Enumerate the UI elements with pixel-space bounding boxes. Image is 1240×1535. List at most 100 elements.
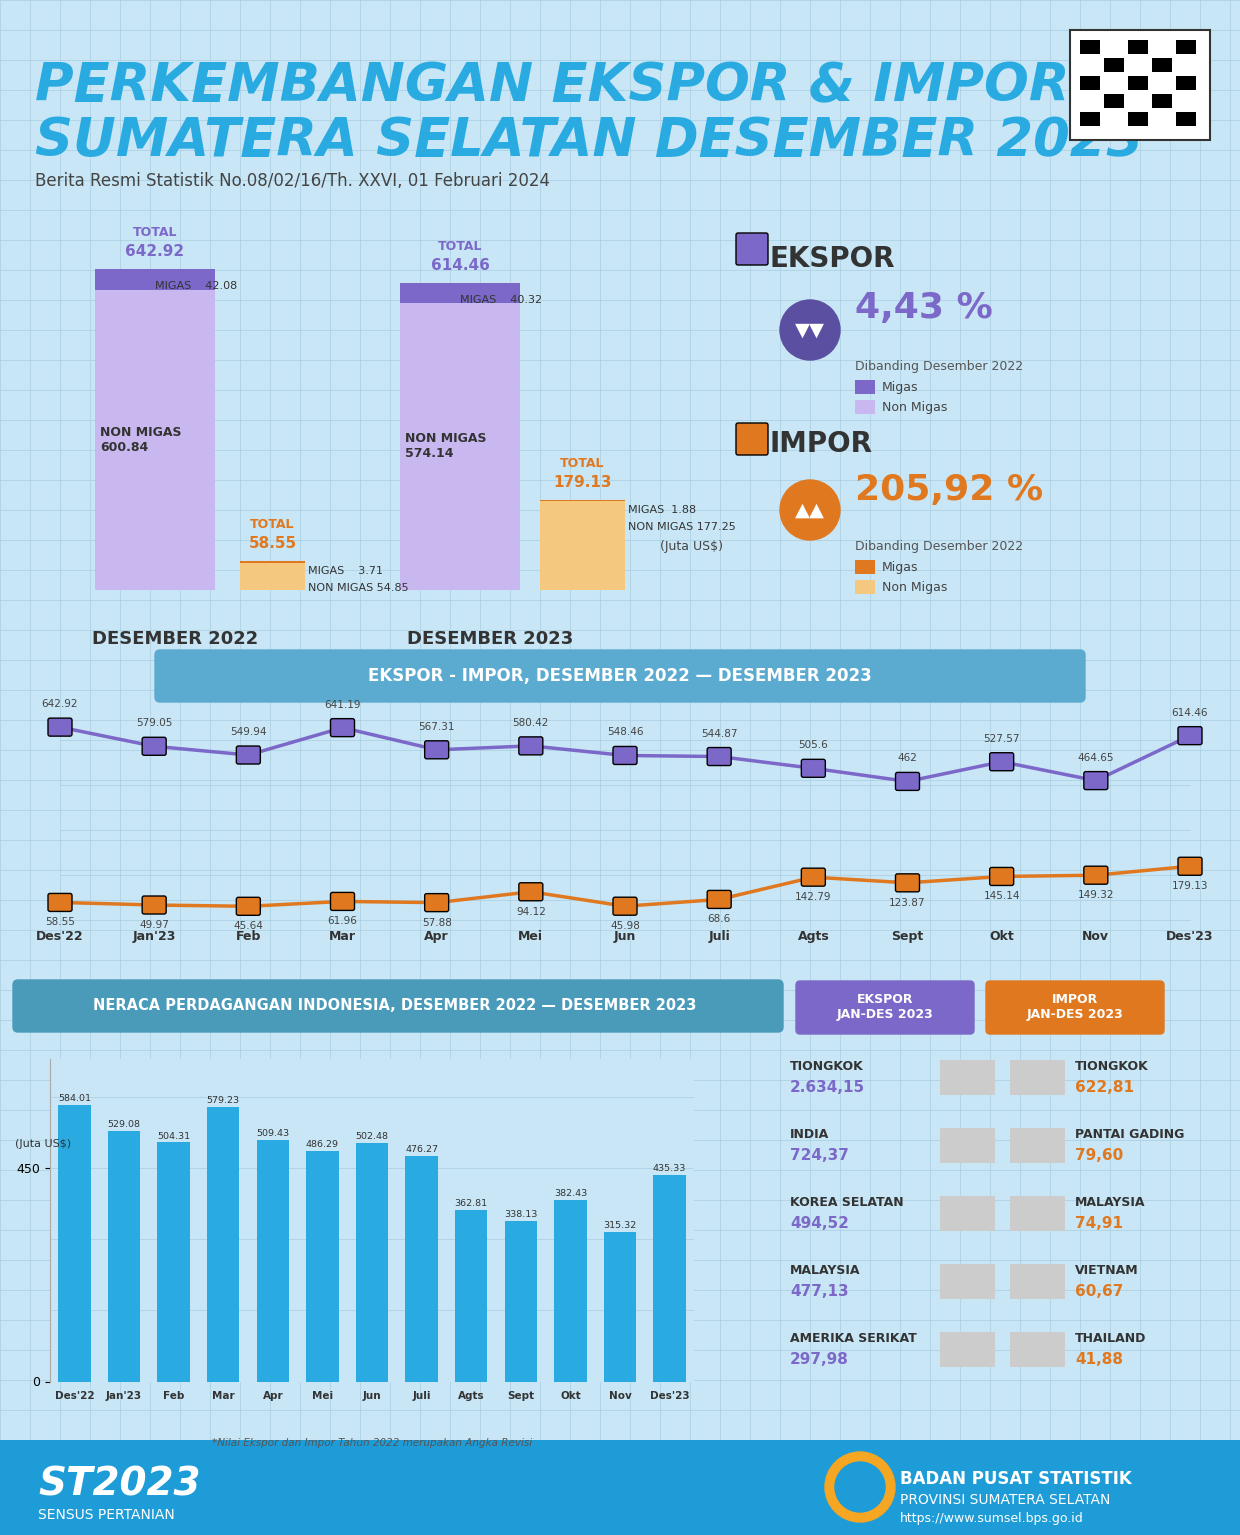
Bar (1080, 40, 1100, 54)
Bar (1011, 1061, 1065, 1094)
Text: PERKEMBANGAN EKSPOR & IMPOR: PERKEMBANGAN EKSPOR & IMPOR (35, 60, 1069, 112)
Bar (856, 381, 875, 394)
Text: PROVINSI SUMATERA SELATAN: PROVINSI SUMATERA SELATAN (900, 1494, 1110, 1507)
Bar (1104, 94, 1123, 107)
FancyBboxPatch shape (613, 746, 637, 764)
Text: 205,92 %: 205,92 % (856, 473, 1043, 507)
Text: 579.23: 579.23 (207, 1096, 239, 1105)
Text: 505.6: 505.6 (799, 740, 828, 751)
Text: 502.48: 502.48 (356, 1133, 388, 1142)
Text: Non Migas: Non Migas (882, 580, 947, 594)
Text: 149.32: 149.32 (1078, 890, 1114, 900)
FancyBboxPatch shape (143, 737, 166, 755)
Text: 58.55: 58.55 (45, 918, 74, 927)
Bar (1011, 1196, 1065, 1231)
Text: NON MIGAS
574.14: NON MIGAS 574.14 (405, 433, 486, 460)
Bar (856, 560, 875, 574)
Bar (95, 269, 215, 290)
Text: 462: 462 (898, 754, 918, 763)
Text: Non Migas: Non Migas (882, 401, 947, 413)
Text: TIONGKOK: TIONGKOK (1075, 1061, 1148, 1073)
Bar (1128, 77, 1148, 91)
Bar (257, 1141, 289, 1382)
Text: 61.96: 61.96 (327, 916, 357, 927)
Bar (95, 290, 215, 589)
FancyBboxPatch shape (990, 752, 1013, 771)
FancyBboxPatch shape (1084, 772, 1107, 789)
Text: Des'23: Des'23 (1167, 930, 1214, 942)
Text: MIGAS    42.08: MIGAS 42.08 (155, 281, 237, 290)
FancyBboxPatch shape (48, 718, 72, 737)
Text: Sept: Sept (892, 930, 924, 942)
Bar (940, 1332, 994, 1368)
Text: MIGAS    40.32: MIGAS 40.32 (460, 295, 542, 305)
Text: Mar: Mar (329, 930, 356, 942)
FancyBboxPatch shape (143, 896, 166, 913)
Text: MIGAS    3.71: MIGAS 3.71 (308, 566, 383, 576)
Text: TOTAL: TOTAL (133, 226, 177, 238)
Text: 642.92: 642.92 (42, 698, 78, 709)
Text: 464.65: 464.65 (1078, 752, 1114, 763)
Bar (306, 1151, 339, 1382)
FancyBboxPatch shape (155, 649, 1085, 701)
Text: 4,43 %: 4,43 % (856, 292, 993, 325)
Text: Juli: Juli (708, 930, 730, 942)
Bar (241, 562, 305, 589)
Bar (856, 401, 875, 414)
Bar (554, 1200, 587, 1382)
Text: 297,98: 297,98 (790, 1352, 849, 1368)
Text: THAILAND: THAILAND (1075, 1332, 1146, 1345)
Text: 142.79: 142.79 (795, 892, 832, 903)
FancyBboxPatch shape (331, 892, 355, 910)
Bar (157, 1142, 190, 1382)
Bar (207, 1107, 239, 1382)
Text: 2.634,15: 2.634,15 (790, 1081, 866, 1094)
FancyBboxPatch shape (613, 896, 637, 915)
Bar (401, 302, 520, 589)
Text: ▲▲: ▲▲ (795, 500, 825, 519)
FancyBboxPatch shape (1178, 726, 1202, 744)
Text: TIONGKOK: TIONGKOK (790, 1061, 864, 1073)
FancyBboxPatch shape (1084, 866, 1107, 884)
Text: 179.13: 179.13 (1172, 881, 1208, 892)
Text: 123.87: 123.87 (889, 898, 926, 907)
Text: NON MIGAS
600.84: NON MIGAS 600.84 (100, 425, 181, 454)
Bar (1176, 77, 1197, 91)
FancyBboxPatch shape (12, 979, 782, 1032)
Text: 68.6: 68.6 (708, 915, 730, 924)
Text: 315.32: 315.32 (604, 1222, 636, 1230)
Text: Jun: Jun (614, 930, 636, 942)
Text: 579.05: 579.05 (136, 718, 172, 728)
Text: Apr: Apr (424, 930, 449, 942)
Text: AMERIKA SERIKAT: AMERIKA SERIKAT (790, 1332, 916, 1345)
Text: DESEMBER 2022: DESEMBER 2022 (92, 629, 258, 648)
FancyBboxPatch shape (48, 893, 72, 912)
Text: 567.31: 567.31 (418, 721, 455, 732)
Text: MIGAS  1.88: MIGAS 1.88 (627, 505, 696, 516)
Text: Nov: Nov (1083, 930, 1110, 942)
FancyBboxPatch shape (986, 981, 1164, 1035)
Text: SENSUS PERTANIAN: SENSUS PERTANIAN (38, 1507, 175, 1523)
Text: 58.55: 58.55 (248, 536, 296, 551)
Text: 476.27: 476.27 (405, 1145, 438, 1154)
Text: NON MIGAS 54.85: NON MIGAS 54.85 (308, 583, 409, 593)
Text: ▼▼: ▼▼ (795, 321, 825, 339)
FancyBboxPatch shape (237, 898, 260, 915)
Text: 724,37: 724,37 (790, 1148, 849, 1164)
Text: 145.14: 145.14 (983, 892, 1021, 901)
Text: Jan'23: Jan'23 (133, 930, 176, 942)
FancyBboxPatch shape (707, 890, 732, 909)
FancyBboxPatch shape (424, 741, 449, 758)
Bar (1128, 40, 1148, 54)
Text: DESEMBER 2023: DESEMBER 2023 (407, 629, 573, 648)
FancyBboxPatch shape (895, 873, 920, 892)
FancyBboxPatch shape (801, 760, 826, 777)
Bar (940, 1061, 994, 1094)
Text: 527.57: 527.57 (983, 734, 1021, 744)
Bar (940, 1128, 994, 1164)
Text: 641.19: 641.19 (324, 700, 361, 709)
Text: 60,67: 60,67 (1075, 1283, 1123, 1299)
Text: Dibanding Desember 2022: Dibanding Desember 2022 (856, 540, 1023, 553)
Bar (1128, 112, 1148, 126)
FancyBboxPatch shape (518, 883, 543, 901)
